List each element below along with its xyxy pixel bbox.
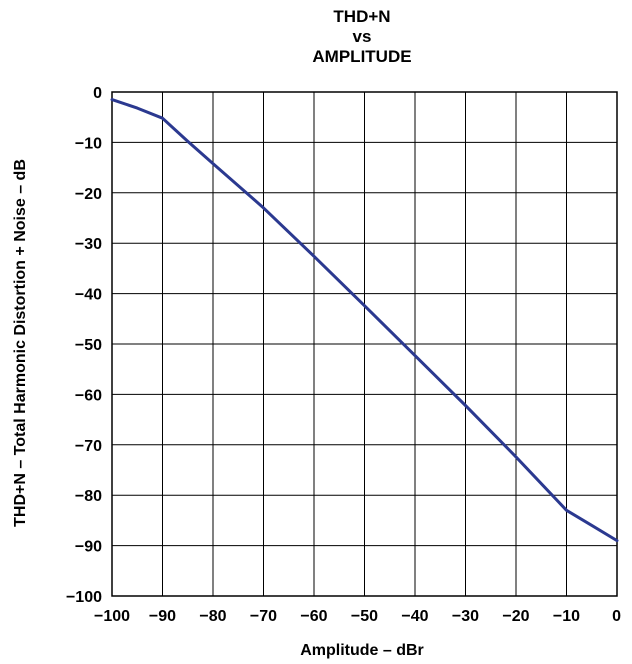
y-axis-tick-labels: 0 −10 −20 −30 −40 −50 −60 −70 −80 −90 −100 [66, 85, 102, 606]
x-tick-label: −100 [94, 608, 130, 625]
y-axis-label: THD+N – Total Harmonic Distortion + Nois… [12, 159, 29, 527]
y-tick-label: −70 [75, 438, 102, 455]
y-tick-label: −20 [75, 186, 102, 203]
x-tick-label: −50 [351, 608, 378, 625]
chart-title-line-1: THD+N [333, 7, 390, 26]
x-tick-label: −60 [300, 608, 327, 625]
y-tick-label: 0 [93, 85, 102, 102]
y-tick-label: −30 [75, 236, 102, 253]
y-tick-label: −50 [75, 337, 102, 354]
x-tick-label: −30 [452, 608, 479, 625]
x-tick-label: −90 [149, 608, 176, 625]
x-tick-label: −40 [401, 608, 428, 625]
x-axis-label: Amplitude – dBr [300, 642, 424, 659]
x-tick-label: −20 [502, 608, 529, 625]
plot-frame [111, 91, 618, 597]
y-tick-label: −60 [75, 387, 102, 404]
y-tick-label: −90 [75, 539, 102, 556]
x-tick-label: −80 [199, 608, 226, 625]
series-line-thdn [110, 98, 619, 543]
plot-series [110, 98, 619, 543]
x-tick-label: −10 [553, 608, 580, 625]
x-tick-label: −70 [250, 608, 277, 625]
chart-title-line-3: AMPLITUDE [312, 47, 411, 66]
plot-grid [111, 91, 618, 597]
x-tick-label: 0 [612, 608, 621, 625]
y-tick-label: −100 [66, 589, 102, 606]
x-axis-tick-labels: −100 −90 −80 −70 −60 −50 −40 −30 −20 −10 0 [94, 608, 621, 625]
chart-title-line-2: vs [353, 27, 372, 46]
y-tick-label: −10 [75, 135, 102, 152]
y-tick-label: −80 [75, 488, 102, 505]
y-tick-label: −40 [75, 287, 102, 304]
chart-title: THD+N vs AMPLITUDE [312, 7, 411, 66]
